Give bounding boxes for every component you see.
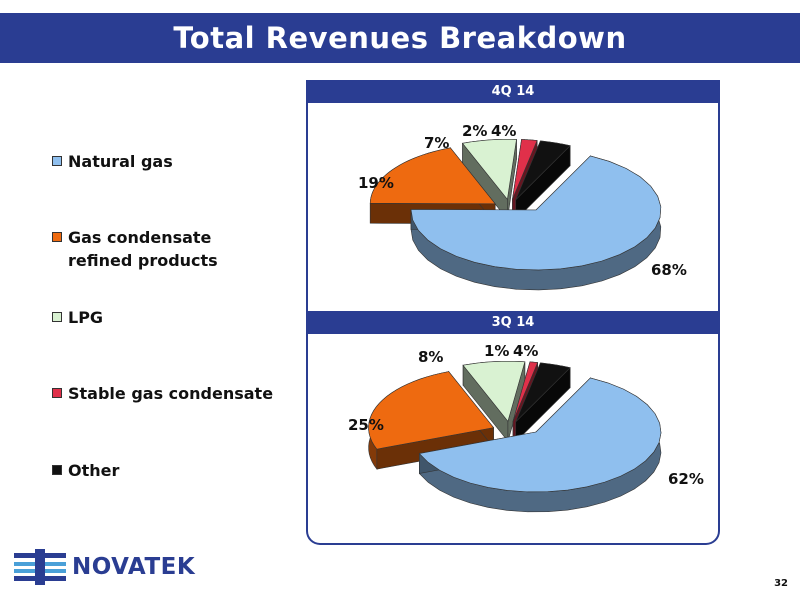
period-bar-3q14: 3Q 14 [306,311,720,334]
data-label-lpg: 7% [424,134,449,152]
pie-slice-natural-gas [418,377,662,513]
data-label-gas-condensate: 19% [358,174,394,192]
chart-legend: Natural gas Gas condensate refined produ… [52,0,312,600]
data-label-lpg: 8% [418,348,443,366]
legend-item-stable-gas-condensate: Stable gas condensate [52,382,273,405]
pie-slice-gas-condensate [368,370,495,471]
chart-title-3q14: 3Q 14 [491,315,535,330]
legend-label: Gas condensate refined products [68,228,218,270]
legend-label: Stable gas condensate [68,384,274,403]
pie-slice-lpg [461,139,517,221]
period-bar-4q14: 4Q 14 [306,80,720,103]
legend-label: Natural gas [68,152,173,171]
legend-swatch [52,312,62,322]
pie-charts: 68%19%7%2% 4% 62%25%8% 1% 4% [348,122,704,513]
data-label-other: 4% [513,342,538,360]
pie-chart-4q14: 68% 19% 7% 2% 4% [358,122,687,291]
novatek-logo: NOVATEK [14,549,195,585]
legend-item-other: Other [52,459,119,482]
pie-slice-other [515,362,571,443]
chart-title-4q14: 4Q 14 [491,84,535,99]
legend-swatch [52,156,62,166]
legend-item-natural-gas: Natural gas [52,150,173,173]
pie-chart-3q14: 62% 25% 8% 1% 4% [348,342,704,513]
pie-slice-stable-gas-condensate [512,139,538,220]
legend-item-lpg: LPG [52,306,103,329]
pie-slice-natural-gas [410,155,662,291]
logo-text: NOVATEK [72,554,196,580]
legend-label: LPG [68,308,104,327]
title-bar: Total Revenues Breakdown [0,13,800,63]
legend-swatch [52,465,62,475]
pie-slice-lpg [462,360,526,443]
data-label-natural-gas: 62% [668,470,704,488]
data-label-gas-condensate: 25% [348,416,384,434]
data-label-other: 4% [491,122,516,140]
legend-item-gas-condensate: Gas condensate refined products [52,226,238,272]
logo-icon [14,549,66,585]
legend-label: Other [68,461,120,480]
data-label-natural-gas: 68% [651,261,687,279]
page-title: Total Revenues Breakdown [173,21,627,55]
data-label-stable-gas-condensate: 2% [462,122,487,140]
legend-swatch [52,232,62,242]
page-number: 32 [774,578,788,589]
data-label-stable-gas-condensate: 1% [484,342,509,360]
legend-swatch [52,388,62,398]
